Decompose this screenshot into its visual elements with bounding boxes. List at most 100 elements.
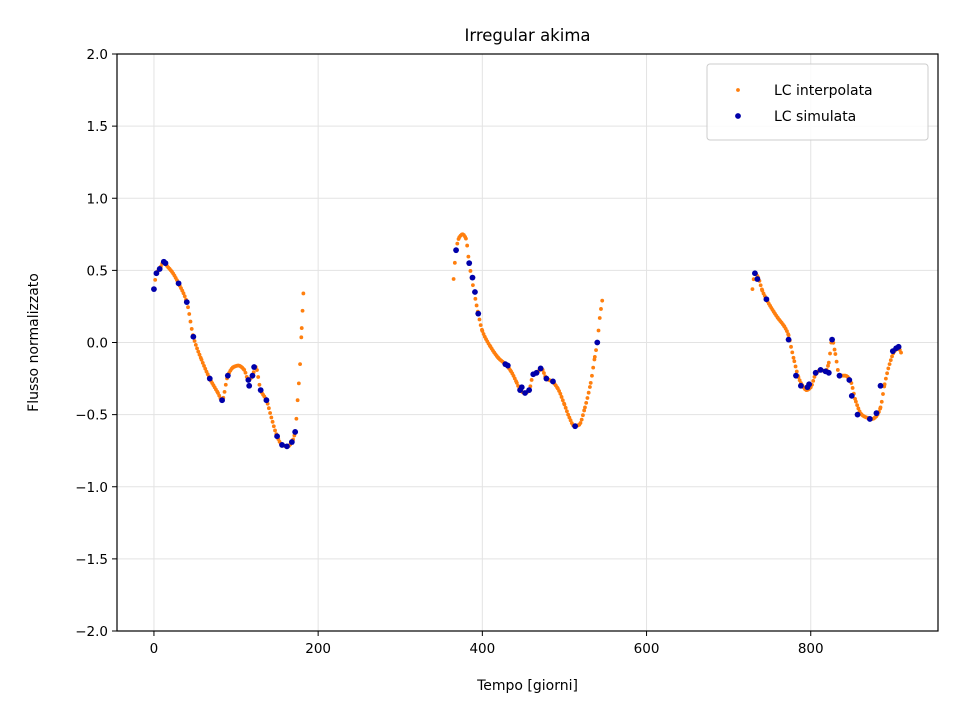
legend-label-interpolata: LC interpolata <box>774 83 873 99</box>
interpolata-point <box>590 373 594 378</box>
simulata-point <box>825 369 832 376</box>
interpolata-point <box>478 323 483 328</box>
interpolata-point <box>451 277 456 281</box>
interpolata-point <box>196 349 201 354</box>
interpolata-point <box>594 348 598 353</box>
interpolata-point <box>181 291 186 296</box>
series-layer <box>151 232 903 450</box>
interpolata-point <box>299 335 304 340</box>
legend-marker-simulata <box>735 113 741 119</box>
interpolata-point <box>299 326 304 330</box>
interpolata-point <box>785 329 789 334</box>
simulata-point <box>533 369 540 376</box>
simulata-point <box>251 364 258 370</box>
interpolata-point <box>466 254 471 259</box>
interpolata-point <box>562 402 567 407</box>
simulata-point <box>183 299 190 306</box>
interpolata-point <box>268 411 273 415</box>
interpolata-point <box>581 413 585 418</box>
simulata-point <box>466 260 473 267</box>
simulata-point <box>504 362 511 369</box>
simulata-point <box>469 274 476 281</box>
interpolata-point <box>592 355 597 359</box>
interpolata-point <box>586 390 591 395</box>
interpolata-point <box>790 350 795 355</box>
simulata-point <box>224 372 231 379</box>
y-tick-label: 1.5 <box>87 119 108 135</box>
simulata-point <box>219 397 225 404</box>
y-tick-label: −0.5 <box>75 408 108 424</box>
interpolata-point <box>886 366 891 371</box>
interpolata-point <box>200 360 205 365</box>
interpolata-point <box>885 371 889 376</box>
interpolata-point <box>295 398 300 403</box>
simulata-point <box>274 433 280 440</box>
simulata-point <box>572 423 579 430</box>
interpolata-point <box>565 409 569 414</box>
interpolata-point <box>792 359 797 364</box>
interpolata-point <box>878 405 883 410</box>
interpolata-point <box>881 392 885 396</box>
interpolata-point <box>786 333 791 338</box>
y-tick-label: −1.5 <box>75 552 108 568</box>
interpolata-point <box>591 365 596 370</box>
interpolata-point <box>888 358 893 363</box>
interpolata-point <box>199 357 204 362</box>
simulata-point <box>848 392 855 399</box>
interpolata-point <box>187 312 192 316</box>
simulata-point <box>162 260 169 267</box>
legend: LC interpolata LC simulata <box>706 63 929 141</box>
interpolata-point <box>887 362 892 367</box>
interpolata-point <box>856 406 861 411</box>
interpolata-point <box>834 359 839 364</box>
interpolata-point <box>243 370 248 375</box>
interpolata-point <box>471 283 475 288</box>
interpolata-point <box>890 354 894 359</box>
interpolata-point <box>269 415 274 420</box>
interpolata-point <box>758 283 763 288</box>
simulata-point <box>806 381 812 388</box>
simulata-point <box>836 372 843 379</box>
interpolata-point <box>294 416 299 421</box>
interpolata-point <box>826 360 831 365</box>
simulata-point <box>475 310 482 317</box>
legend-label-simulata: LC simulata <box>774 109 856 125</box>
simulata-point <box>153 270 160 277</box>
x-tick-label: 800 <box>798 641 824 657</box>
interpolata-point <box>296 381 301 386</box>
simulata-point <box>206 375 213 382</box>
interpolata-point <box>473 296 478 301</box>
simulata-point <box>284 443 290 450</box>
interpolata-point <box>582 408 587 413</box>
y-tick-label: 0.5 <box>87 263 108 279</box>
interpolata-point <box>182 294 187 299</box>
simulata-point <box>279 442 285 448</box>
interpolata-point <box>794 369 799 374</box>
interpolata-point <box>542 371 546 375</box>
interpolata-point <box>468 269 473 273</box>
interpolata-point <box>477 317 482 322</box>
interpolata-point <box>529 378 534 382</box>
interpolata-point <box>826 363 830 368</box>
interpolata-point <box>597 316 602 320</box>
interpolata-point <box>584 400 589 405</box>
simulata-point <box>257 387 264 393</box>
interpolata-point <box>197 352 202 357</box>
simulata-point <box>854 411 861 418</box>
interpolata-point <box>789 344 793 349</box>
interpolata-point <box>793 364 798 369</box>
interpolata-point <box>474 303 479 308</box>
interpolata-point <box>579 417 584 422</box>
interpolata-point <box>301 291 306 296</box>
interpolata-point <box>257 382 262 387</box>
interpolata-point <box>585 396 590 400</box>
interpolata-point <box>300 308 305 313</box>
interpolata-point <box>514 380 519 385</box>
interpolata-point <box>854 399 858 404</box>
simulata-point <box>175 280 182 287</box>
interpolata-point <box>223 382 228 387</box>
interpolata-point <box>189 327 194 331</box>
interpolata-point <box>188 319 193 324</box>
interpolata-point <box>193 342 198 347</box>
simulata-point <box>245 377 252 383</box>
